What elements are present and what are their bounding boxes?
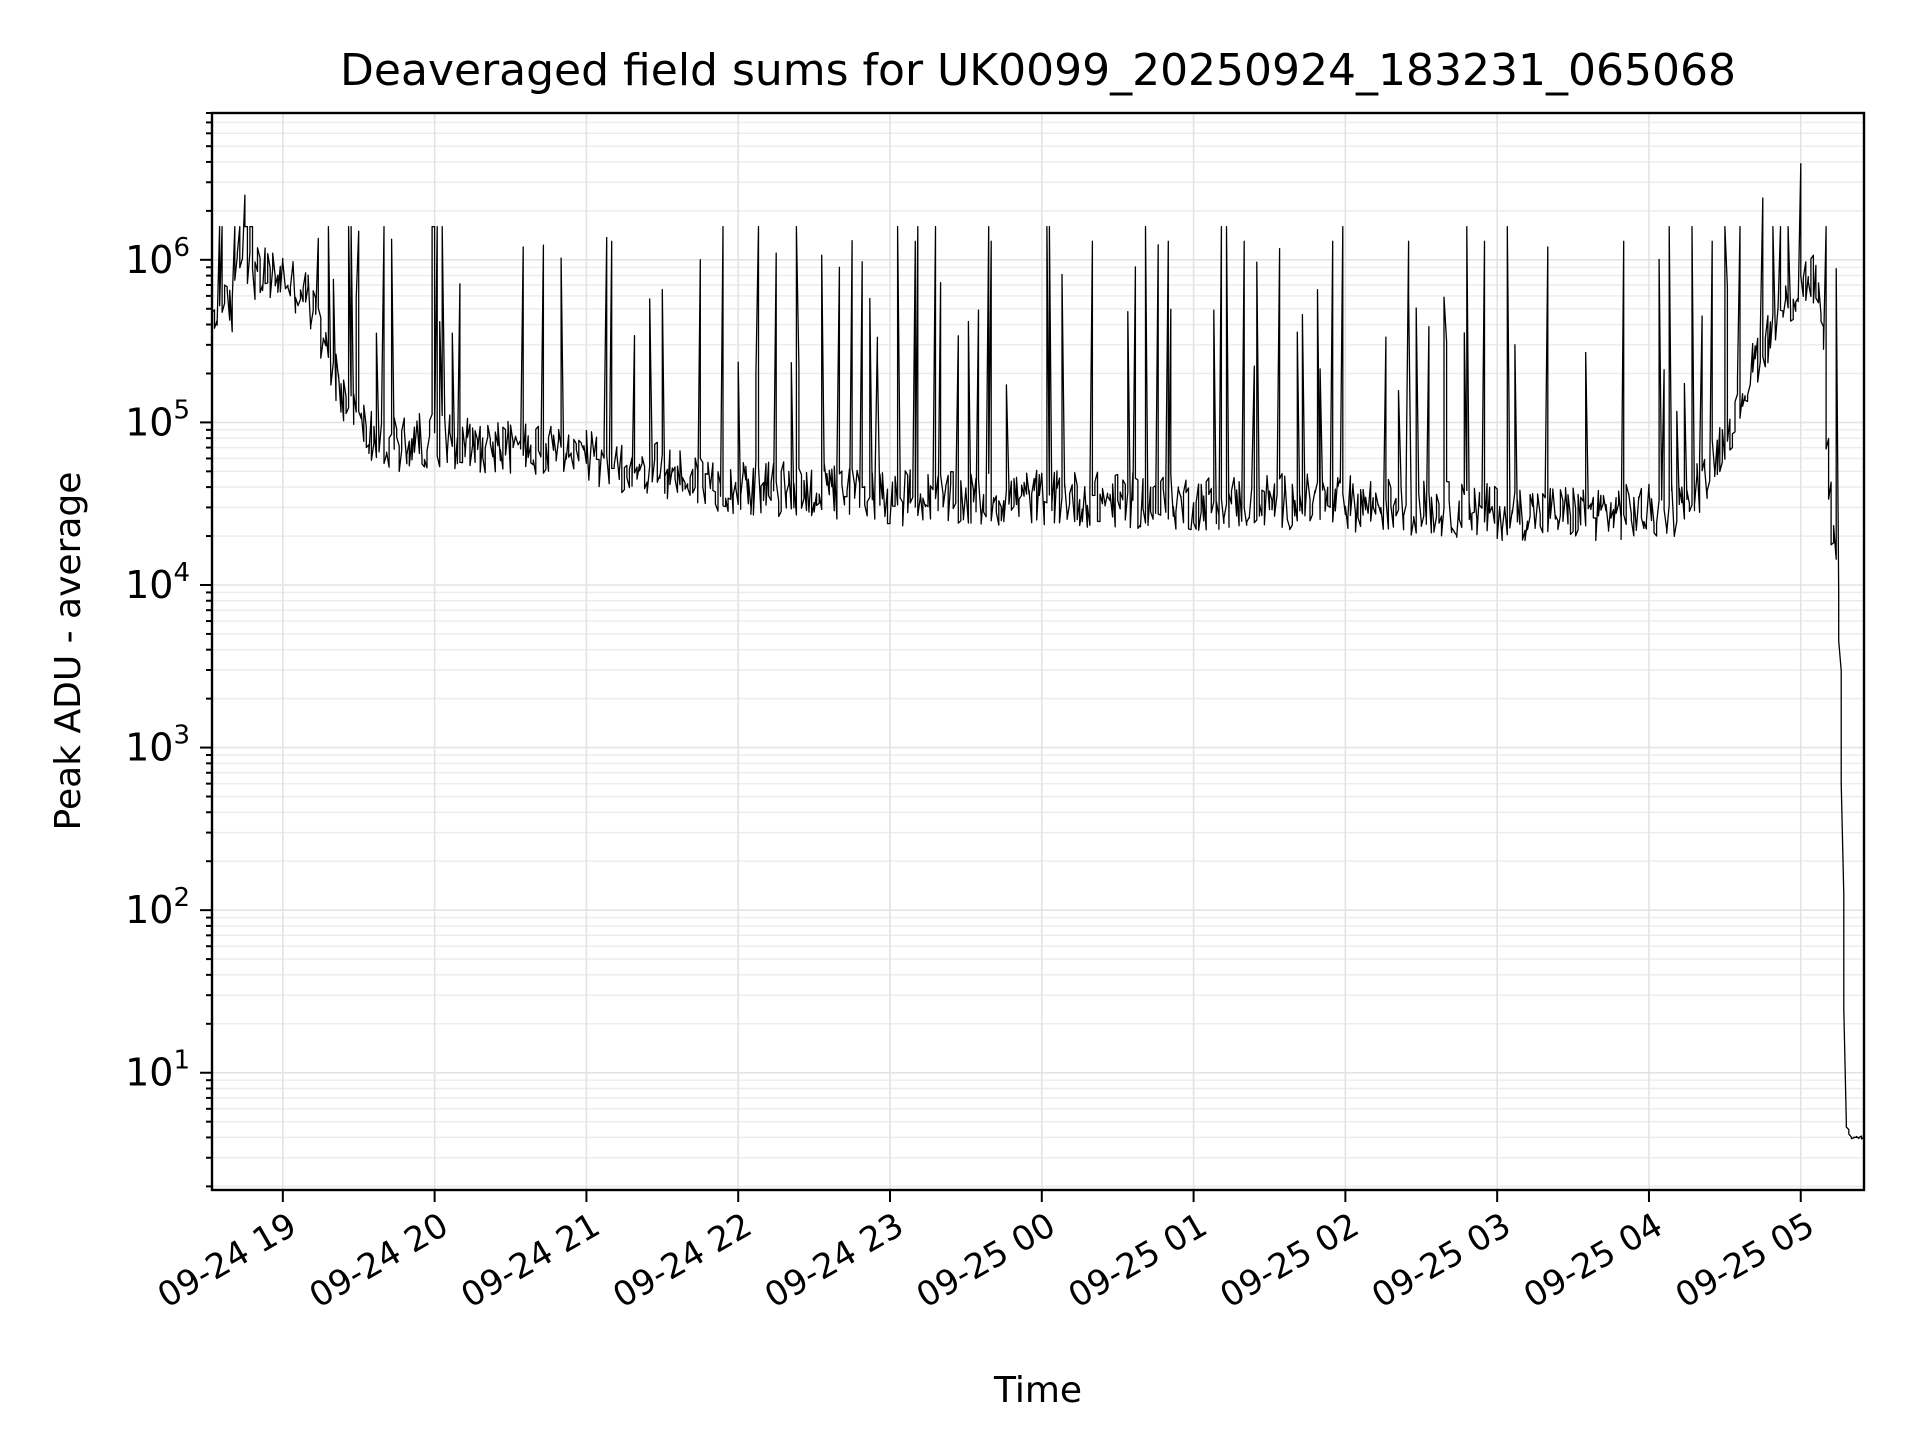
y-tick-label: 104 bbox=[125, 558, 190, 607]
plot-frame bbox=[210, 111, 1866, 1192]
x-tick-label: 09-25 01 bbox=[1062, 1205, 1214, 1316]
series-line bbox=[211, 163, 1865, 1140]
y-tick-label: 105 bbox=[125, 395, 190, 444]
x-tick-label: 09-24 22 bbox=[606, 1205, 758, 1316]
grid-layer bbox=[212, 112, 1864, 1190]
y-axis-label: Peak ADU - average bbox=[48, 472, 89, 831]
chart-title: Deaveraged field sums for UK0099_2025092… bbox=[340, 45, 1736, 96]
y-tick-label: 102 bbox=[125, 883, 190, 932]
x-tick-label: 09-24 20 bbox=[303, 1205, 455, 1316]
y-tick-label: 106 bbox=[125, 233, 190, 282]
series-layer bbox=[211, 163, 1865, 1140]
x-tick-label: 09-24 19 bbox=[151, 1205, 303, 1316]
y-tick-label: 101 bbox=[125, 1046, 190, 1095]
x-axis-label: Time bbox=[993, 1370, 1082, 1411]
x-tick-label: 09-25 03 bbox=[1365, 1205, 1517, 1316]
x-tick-label: 09-24 23 bbox=[758, 1205, 910, 1316]
x-tick-label: 09-24 21 bbox=[455, 1205, 607, 1316]
x-tick-label: 09-25 02 bbox=[1213, 1205, 1365, 1316]
y-tick-label: 103 bbox=[125, 721, 190, 770]
x-tick-label: 09-25 04 bbox=[1517, 1205, 1669, 1316]
x-tick-label: 09-25 00 bbox=[910, 1205, 1062, 1316]
x-tick-label: 09-25 05 bbox=[1669, 1205, 1821, 1316]
